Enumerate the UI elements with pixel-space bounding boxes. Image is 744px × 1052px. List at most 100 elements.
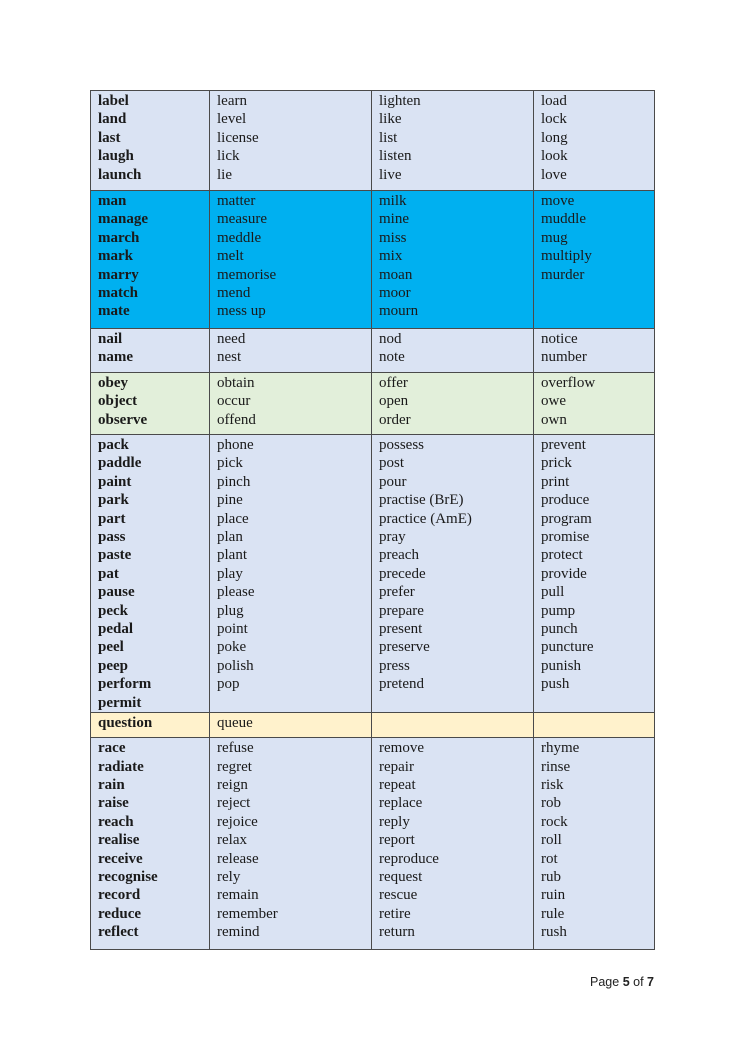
current-page: 5 <box>622 975 630 989</box>
verb-table: label land last laugh launch learn level licens… <box>90 90 655 951</box>
word-cell: milk mine miss mix moan moor mourn <box>371 190 534 329</box>
word: ruin <box>541 887 566 904</box>
headword-cell: question <box>90 712 210 739</box>
word: mess up <box>217 303 266 320</box>
word: remove <box>379 740 424 757</box>
word: push <box>541 676 570 693</box>
table-row: label land last laugh launch learn level licens… <box>90 90 655 191</box>
word: observe <box>98 411 148 428</box>
word: lick <box>217 148 240 165</box>
word: nest <box>217 349 242 366</box>
word: mark <box>98 248 133 265</box>
word: plant <box>217 547 247 564</box>
word: rush <box>541 924 567 941</box>
word: park <box>98 492 129 509</box>
word: love <box>541 166 567 183</box>
headword-cell: man manage march mark marry match mate <box>90 190 210 329</box>
word: lock <box>541 111 567 128</box>
word: rhyme <box>541 740 580 757</box>
word: rain <box>98 776 125 793</box>
word-cell: refuse regret reign reject rejoice relax relea… <box>209 737 372 951</box>
word-cell: phone pick pinch pine place plan plant play plea… <box>209 433 372 714</box>
word: obtain <box>217 375 255 391</box>
word: note <box>379 349 405 366</box>
word: record <box>98 887 141 904</box>
word: relax <box>217 832 247 849</box>
word: moan <box>379 266 413 283</box>
word: raise <box>98 795 129 812</box>
word: receive <box>98 850 143 867</box>
word-cell: offer open order <box>371 372 534 435</box>
word: muddle <box>541 211 586 228</box>
word: mate <box>98 303 130 320</box>
word: pull <box>541 584 565 601</box>
page-label: Page <box>590 975 620 989</box>
word: retire <box>379 905 411 922</box>
table-row: question queue <box>90 712 655 739</box>
word: produce <box>541 492 590 509</box>
word: precede <box>379 565 426 582</box>
word: mix <box>379 248 403 265</box>
word: pat <box>98 565 119 582</box>
word: race <box>98 740 126 757</box>
word-cell <box>533 712 655 739</box>
word: request <box>379 868 423 885</box>
word: practice (AmE) <box>379 510 472 527</box>
word: level <box>217 111 247 128</box>
word: recognise <box>98 868 158 885</box>
word: pop <box>217 676 240 693</box>
word: meddle <box>217 229 262 246</box>
word: measure <box>217 211 267 228</box>
word: rely <box>217 868 241 885</box>
word: punch <box>541 621 578 638</box>
word: mine <box>379 211 409 228</box>
word: rub <box>541 868 561 885</box>
word: marry <box>98 266 139 283</box>
word-cell: possess post pour practise (BrE) practice (A… <box>371 433 534 714</box>
word: pick <box>217 455 243 472</box>
word: mourn <box>379 303 419 320</box>
word-cell: queue <box>209 712 372 739</box>
word-cell: lighten like list listen live <box>371 90 534 191</box>
word: last <box>98 129 121 146</box>
word: listen <box>379 148 412 165</box>
word: land <box>98 111 127 128</box>
total-pages: 7 <box>647 975 654 989</box>
word: move <box>541 193 575 209</box>
word: present <box>379 621 423 638</box>
word: pour <box>379 473 407 490</box>
word: rinse <box>541 758 571 775</box>
word: memorise <box>217 266 277 283</box>
word: roll <box>541 832 562 849</box>
word: reflect <box>98 924 139 941</box>
table-row: obey object observe obtain occur offend offer o… <box>90 372 655 435</box>
word: paste <box>98 547 132 564</box>
word: rejoice <box>217 813 258 830</box>
word-cell: need nest <box>209 328 372 373</box>
word: learn <box>217 93 247 109</box>
word: order <box>379 411 411 428</box>
word: return <box>379 924 415 941</box>
word: remember <box>217 905 278 922</box>
word: prick <box>541 455 572 472</box>
word: list <box>379 129 398 146</box>
word: laugh <box>98 148 134 165</box>
word: mend <box>217 285 251 302</box>
word: moor <box>379 285 411 302</box>
word: possess <box>379 437 425 453</box>
word: point <box>217 621 248 638</box>
word: reply <box>379 813 410 830</box>
word: matter <box>217 193 256 209</box>
word: plan <box>217 529 243 546</box>
word: rock <box>541 813 568 830</box>
word: pretend <box>379 676 424 693</box>
word: peck <box>98 602 128 619</box>
word: pinch <box>217 473 251 490</box>
word: prevent <box>541 437 586 453</box>
word: queue <box>217 715 253 732</box>
word-cell: nod note <box>371 328 534 373</box>
word: prefer <box>379 584 415 601</box>
word: puncture <box>541 639 594 656</box>
word: mug <box>541 229 568 246</box>
word-cell: prevent prick print produce program promise pr… <box>533 433 655 714</box>
